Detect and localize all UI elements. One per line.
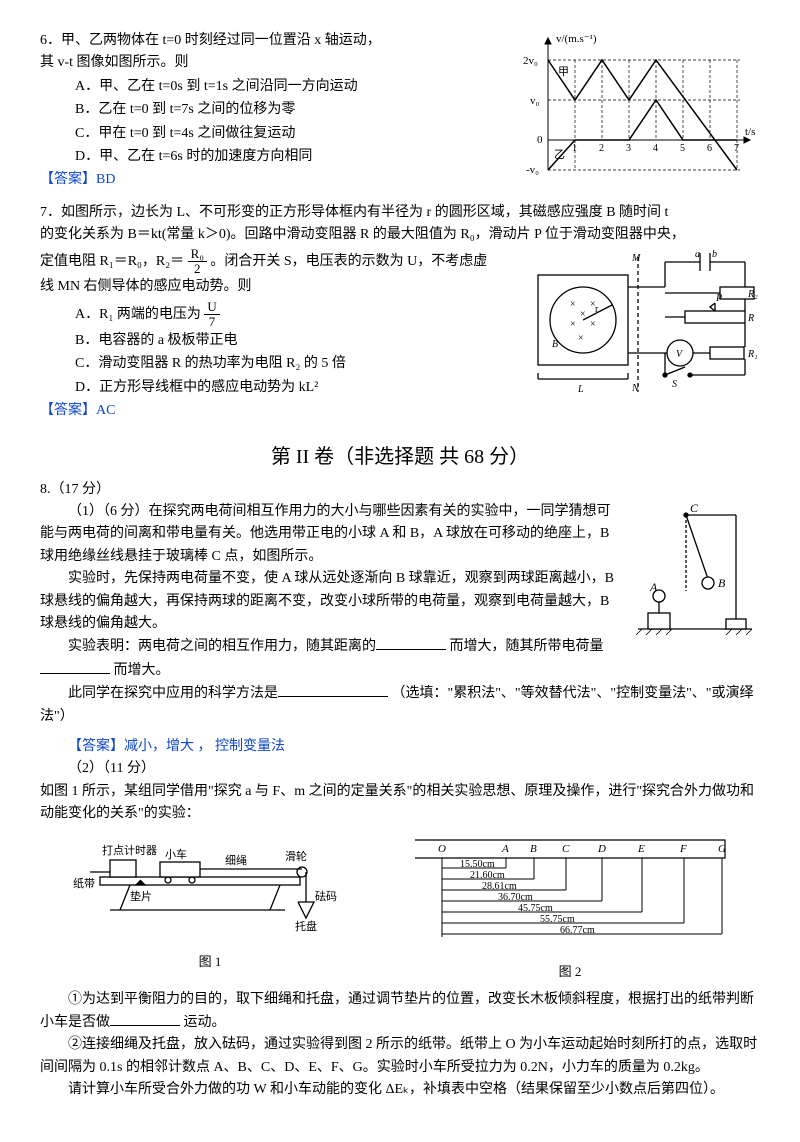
question-6: 甲 乙 2v₀v₀ 0-v₀ v/(m.s⁻¹) t/s 123 4567 6．…: [40, 30, 760, 192]
blank-motion[interactable]: [110, 1011, 180, 1026]
svg-text:B: B: [718, 576, 726, 590]
q8-head: 8.（17 分）: [40, 479, 760, 501]
fig2-caption: 图 2: [410, 962, 730, 983]
svg-text:15.50cm: 15.50cm: [460, 859, 495, 870]
fig1-caption: 图 1: [70, 952, 350, 973]
svg-text:36.70cm: 36.70cm: [498, 892, 533, 903]
svg-text:E: E: [637, 843, 645, 855]
svg-text:R: R: [747, 313, 754, 324]
svg-text:G: G: [718, 843, 726, 855]
svg-text:细绳: 细绳: [225, 853, 247, 867]
svg-text:V: V: [676, 349, 684, 360]
q8-pendulum-figure: A B C: [630, 501, 760, 641]
q7-circuit-diagram: ××× ××× r B L M N a b R₂ R P V R₁ S: [530, 247, 760, 407]
svg-text:A: A: [501, 843, 509, 855]
blank-distance[interactable]: [376, 635, 446, 650]
svg-text:C: C: [690, 501, 699, 515]
svg-text:×: ×: [578, 333, 584, 344]
q7-stem-2: 的变化关系为 B＝kt(常量 k＞0)。回路中滑动变阻器 R 的最大阻值为 R₀…: [40, 224, 760, 246]
svg-text:×: ×: [590, 319, 596, 330]
svg-text:N: N: [631, 383, 640, 394]
svg-text:B: B: [530, 843, 537, 855]
svg-text:甲: 甲: [558, 66, 569, 78]
svg-text:砝码: 砝码: [315, 889, 337, 903]
q8-2-q1: ①为达到平衡阻力的目的，取下细绳和托盘，通过调节垫片的位置，改变长木板倾斜程度，…: [40, 989, 760, 1035]
svg-text:乙: 乙: [554, 148, 565, 161]
svg-text:R₂: R₂: [747, 289, 758, 300]
svg-text:O: O: [438, 843, 446, 855]
svg-text:1: 1: [572, 143, 577, 154]
svg-text:2: 2: [599, 143, 604, 154]
svg-text:-v₀: -v₀: [526, 164, 539, 176]
svg-text:45.75cm: 45.75cm: [518, 903, 553, 914]
svg-text:55.75cm: 55.75cm: [540, 914, 575, 925]
q8-1-answer: 答案减小，增大 ， 控制变量法: [40, 736, 760, 758]
svg-text:D: D: [597, 843, 606, 855]
svg-text:B: B: [552, 339, 558, 350]
q8-fig1: 打点计时器 小车 细绳 滑轮 纸带 垫片 砝码 托盘 图 1: [70, 832, 350, 973]
q8-1-conclusion: 实验表明：两电荷之间的相互作用力，随其距离的 而增大，随其所带电荷量 而增大。: [40, 635, 760, 682]
svg-text:托盘: 托盘: [295, 919, 317, 933]
svg-text:×: ×: [570, 319, 576, 330]
q8-2-q3: 请计算小车所受合外力做的功 W 和小车动能的变化 ΔEₖ，补填表中空格（结果保留…: [40, 1079, 760, 1101]
svg-text:L: L: [577, 384, 584, 395]
q8-fig2: OAB CDE FG 15.50cm 21.60c: [410, 832, 730, 983]
svg-text:7: 7: [734, 143, 739, 154]
svg-text:r: r: [595, 304, 599, 315]
svg-text:0: 0: [537, 134, 543, 146]
q6-vt-chart: 甲 乙 2v₀ v₀ 0 -v₀ v/(m.s⁻¹) t/s 1 2 3 4 5 6 7: [520, 30, 760, 180]
svg-text:6: 6: [707, 143, 712, 154]
blank-method[interactable]: [278, 682, 388, 697]
svg-text:66.77cm: 66.77cm: [560, 925, 595, 936]
svg-text:滑轮: 滑轮: [285, 849, 307, 863]
svg-text:×: ×: [580, 309, 586, 320]
svg-text:28.61cm: 28.61cm: [482, 881, 517, 892]
svg-text:F: F: [679, 843, 687, 855]
svg-text:v₀: v₀: [530, 95, 540, 107]
svg-text:b: b: [712, 249, 717, 260]
svg-text:4: 4: [653, 143, 658, 154]
svg-text:t/s: t/s: [745, 126, 755, 138]
svg-text:垫片: 垫片: [130, 889, 152, 903]
q8-1-method: 此同学在探究中应用的科学方法是 （选填："累积法"、"等效替代法"、"控制变量法…: [40, 682, 760, 728]
svg-text:21.60cm: 21.60cm: [470, 870, 505, 881]
svg-text:2v₀: 2v₀: [523, 55, 538, 67]
svg-text:M: M: [631, 253, 641, 264]
svg-text:3: 3: [626, 143, 631, 154]
q8-2-head: （2）（11 分）: [40, 758, 760, 780]
q7-stem-1: 7．如图所示，边长为 L、不可形变的正方形导体框内有半径为 r 的圆形区域，其磁…: [40, 202, 760, 224]
q8-2-stem: 如图 1 所示，某组同学借用"探究 a 与 F、m 之间的定量关系"的相关实验思…: [40, 781, 760, 826]
blank-charge[interactable]: [40, 659, 110, 674]
svg-text:×: ×: [570, 299, 576, 310]
svg-text:C: C: [562, 843, 570, 855]
svg-text:S: S: [672, 379, 677, 390]
question-8: 8.（17 分） A B C （1）（6 分）在探究两电荷间相互作用力的大小与哪…: [40, 479, 760, 1102]
svg-text:纸带: 纸带: [73, 877, 95, 890]
section-2-title: 第 II 卷（非选择题 共 68 分）: [40, 441, 760, 473]
svg-text:P: P: [715, 293, 722, 304]
svg-text:v/(m.s⁻¹): v/(m.s⁻¹): [556, 33, 597, 45]
question-7: 7．如图所示，边长为 L、不可形变的正方形导体框内有半径为 r 的圆形区域，其磁…: [40, 202, 760, 423]
svg-text:打点计时器: 打点计时器: [102, 843, 157, 857]
svg-text:小车: 小车: [165, 847, 187, 861]
q8-2-q2: ②连接细绳及托盘，放入砝码，通过实验得到图 2 所示的纸带。纸带上 O 为小车运…: [40, 1034, 760, 1079]
svg-text:A: A: [649, 580, 658, 594]
svg-text:a: a: [695, 249, 700, 260]
svg-text:R₁: R₁: [747, 349, 758, 360]
svg-text:5: 5: [680, 143, 685, 154]
